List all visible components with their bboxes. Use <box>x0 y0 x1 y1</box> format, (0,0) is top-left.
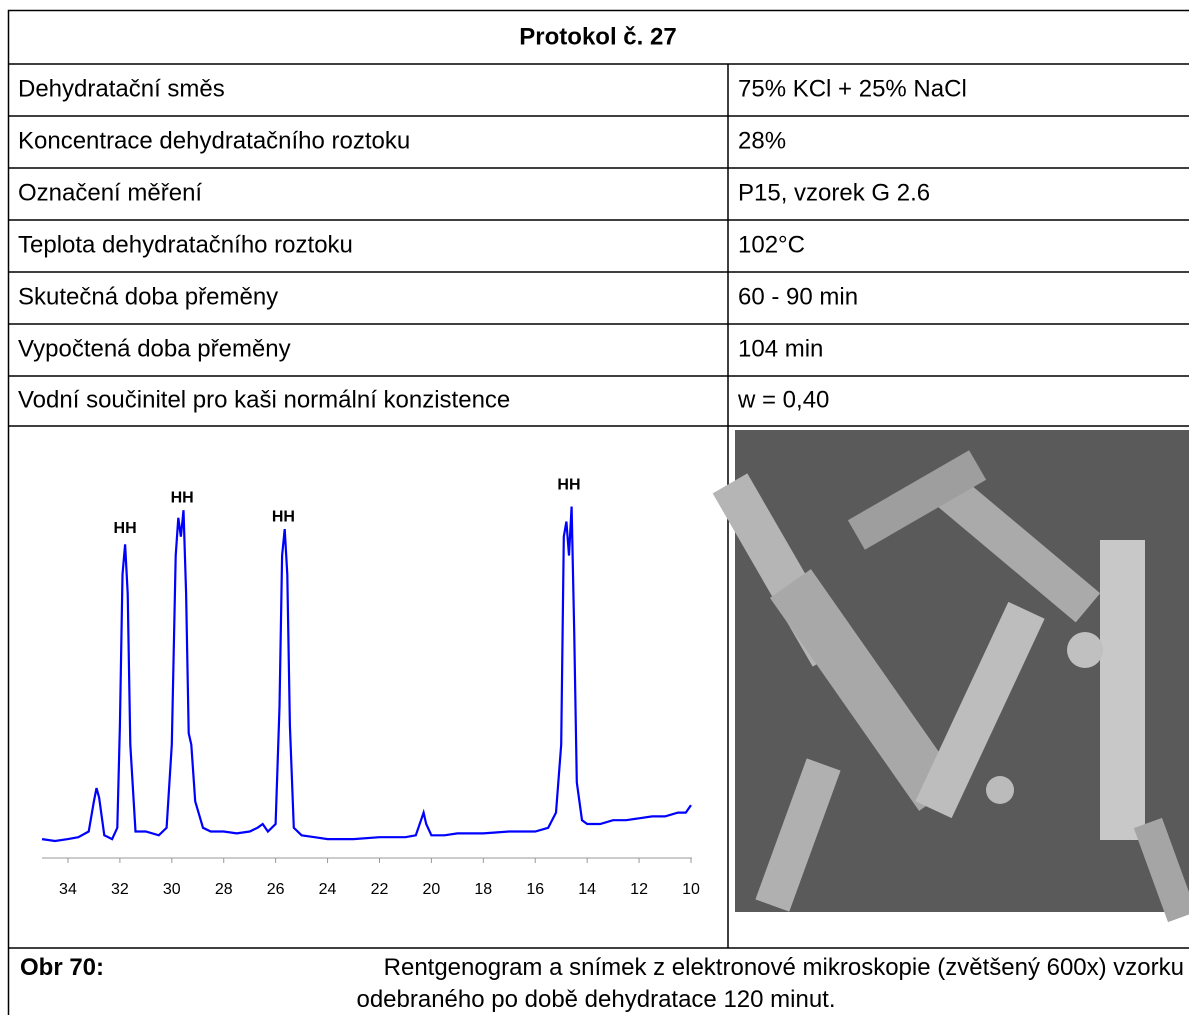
peak-label: HH <box>557 476 580 493</box>
row-value: w = 0,40 <box>737 386 829 413</box>
row-value: P15, vzorek G 2.6 <box>738 179 930 206</box>
row-value: 75% KCl + 25% NaCl <box>738 75 967 102</box>
row-label: Vodní součinitel pro kaši normální konzi… <box>18 386 510 413</box>
row-label: Teplota dehydratačního roztoku <box>18 231 353 258</box>
peak-label: HH <box>171 490 194 507</box>
x-tick-label: 18 <box>474 881 492 898</box>
peak-label: HH <box>114 520 137 537</box>
row-label: Dehydratační směs <box>18 75 225 102</box>
x-tick-label: 20 <box>423 881 441 898</box>
x-tick-label: 22 <box>371 881 389 898</box>
x-tick-label: 24 <box>319 881 337 898</box>
caption-line: Rentgenogram a snímek z elektronové mikr… <box>384 954 1184 981</box>
row-value: 28% <box>738 127 786 154</box>
table-border <box>7 9 1189 1015</box>
peak-label: HH <box>272 509 295 526</box>
x-tick-label: 32 <box>111 881 129 898</box>
x-tick-label: 10 <box>682 881 700 898</box>
x-tick-label: 26 <box>267 881 285 898</box>
diffractogram-line <box>41 506 692 843</box>
row-value: 60 - 90 min <box>738 283 858 310</box>
x-tick-label: 28 <box>215 881 233 898</box>
sem-photo <box>712 430 1189 923</box>
caption-label: Obr 70: <box>20 954 104 981</box>
x-tick-label: 14 <box>578 881 596 898</box>
row-value: 102°C <box>738 231 805 258</box>
x-tick-label: 34 <box>59 881 77 898</box>
x-tick-label: 12 <box>630 881 648 898</box>
row-label: Označení měření <box>18 179 202 206</box>
x-tick-label: 30 <box>163 881 181 898</box>
row-label: Vypočtená doba přeměny <box>18 335 291 362</box>
table-title: Protokol č. 27 <box>519 23 676 50</box>
x-tick-label: 16 <box>526 881 544 898</box>
row-label: Koncentrace dehydratačního roztoku <box>18 127 410 154</box>
row-label: Skutečná doba přeměny <box>18 283 278 310</box>
caption-line: odebraného po době dehydratace 120 minut… <box>356 986 835 1013</box>
row-value: 104 min <box>738 335 823 362</box>
